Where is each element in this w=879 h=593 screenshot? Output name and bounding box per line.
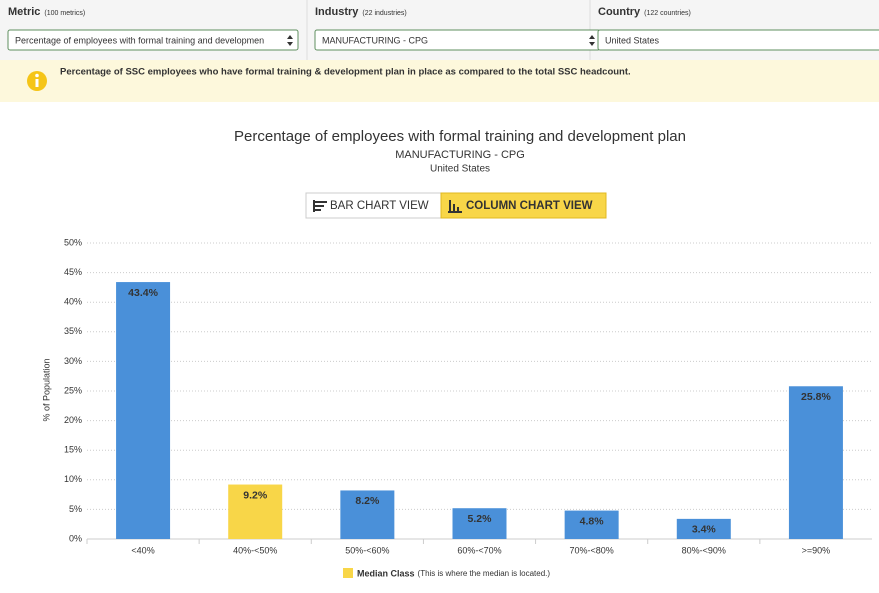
x-tick-label: >=90% — [802, 545, 831, 555]
y-tick-label: 20% — [64, 415, 82, 425]
legend-swatch — [343, 568, 353, 578]
button-label: BAR CHART VIEW — [330, 200, 429, 212]
y-axis-label: % of Population — [41, 358, 51, 421]
select-arrow — [287, 35, 293, 46]
value-label: 3.4% — [692, 524, 717, 536]
x-tick-label: 50%-<60% — [345, 545, 389, 555]
value-label: 8.2% — [355, 495, 380, 507]
bar — [788, 386, 843, 539]
filter-value: Percentage of employees with formal trai… — [15, 35, 264, 45]
bar — [228, 484, 283, 539]
value-label: 9.2% — [243, 489, 268, 501]
bar — [340, 490, 395, 539]
filter-count: (22 industries) — [362, 10, 406, 17]
filter-value: United States — [605, 35, 660, 45]
bar — [116, 282, 171, 539]
value-label: 5.2% — [468, 513, 493, 525]
filter-label: Industry — [315, 6, 359, 18]
x-tick-label: <40% — [131, 545, 154, 555]
bar — [676, 518, 731, 539]
bar-icon — [313, 200, 327, 212]
column-icon — [448, 200, 462, 213]
x-tick-label: 60%-<70% — [457, 545, 501, 555]
legend-note: (This is where the median is located.) — [418, 569, 551, 578]
y-tick-label: 10% — [64, 474, 82, 484]
y-tick-label: 5% — [69, 504, 82, 514]
value-label: 4.8% — [580, 515, 605, 527]
filter-label: Country — [598, 6, 641, 18]
filter-select[interactable] — [7, 29, 299, 51]
value-label: 25.8% — [801, 391, 831, 403]
x-tick-label: 70%-<80% — [570, 545, 614, 555]
filter-count: (100 metrics) — [44, 10, 85, 17]
chart-subtitle: MANUFACTURING - CPG — [395, 149, 525, 161]
chart-title: Percentage of employees with formal trai… — [234, 128, 686, 145]
filter-select[interactable] — [597, 29, 879, 51]
filter-value: MANUFACTURING - CPG — [322, 35, 428, 45]
filter-count: (122 countries) — [644, 10, 691, 17]
y-tick-label: 35% — [64, 326, 82, 336]
y-tick-label: 45% — [64, 267, 82, 277]
info-text: Percentage of SSC employees who have for… — [60, 67, 631, 78]
column-view-button[interactable] — [440, 192, 607, 219]
value-label: 43.4% — [128, 287, 158, 299]
button-label: COLUMN CHART VIEW — [466, 200, 593, 212]
bar — [452, 508, 507, 539]
x-tick-label: 40%-<50% — [233, 545, 277, 555]
y-tick-label: 15% — [64, 445, 82, 455]
select-arrow — [589, 35, 595, 46]
legend-label: Median Class — [357, 568, 415, 578]
chart-subtitle: United States — [430, 164, 490, 175]
info-bar — [0, 60, 879, 102]
y-tick-label: 40% — [64, 297, 82, 307]
x-tick-label: 80%-<90% — [682, 545, 726, 555]
y-tick-label: 25% — [64, 385, 82, 395]
y-tick-label: 0% — [69, 533, 82, 543]
filter-label: Metric — [8, 6, 40, 18]
y-tick-label: 30% — [64, 356, 82, 366]
bar-view-button[interactable] — [305, 192, 442, 219]
bar — [564, 510, 619, 539]
info-icon — [35, 79, 39, 87]
info-icon — [35, 73, 39, 78]
y-tick-label: 50% — [64, 237, 82, 247]
